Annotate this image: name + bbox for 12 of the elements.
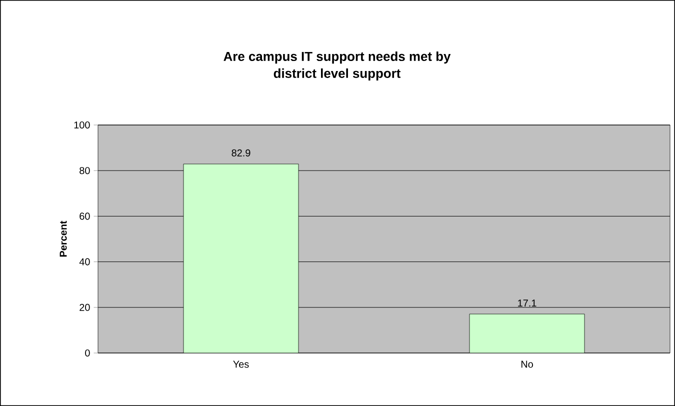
y-tick-label: 100 — [74, 121, 90, 129]
y-tick-label: 20 — [80, 304, 90, 311]
chart-title: Are campus IT support needs met by district level support — [224, 51, 451, 81]
y-tick-label: 0 — [85, 349, 90, 357]
y-axis-title: Percent — [60, 220, 67, 257]
y-tick-label: 60 — [80, 212, 90, 220]
data-label: 17.1 — [518, 300, 536, 306]
x-tick-label: No — [521, 360, 533, 368]
data-label: 82.9 — [232, 149, 250, 156]
y-tick-label: 40 — [79, 258, 90, 266]
x-tick-label: Yes — [233, 360, 249, 368]
y-tick-label: 80 — [80, 167, 90, 174]
